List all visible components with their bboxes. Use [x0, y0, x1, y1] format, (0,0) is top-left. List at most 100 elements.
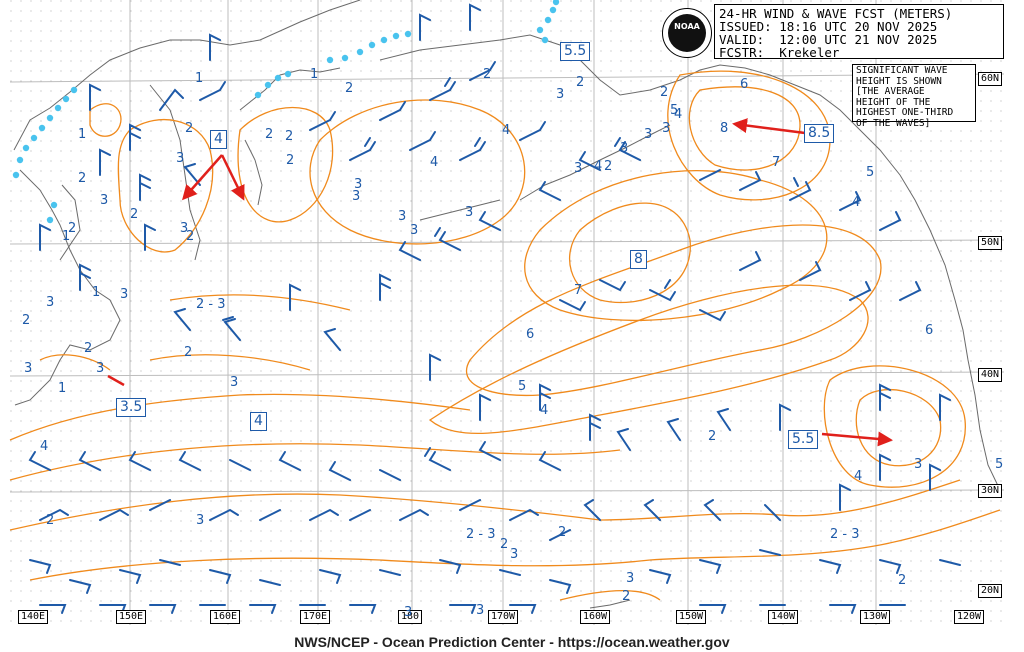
contour-label: 2 [78, 171, 87, 186]
contour-label: 2 [186, 229, 195, 244]
wind-barbs [28, 3, 961, 614]
contour-label: 2 [483, 67, 492, 82]
contour-label: 3 [120, 287, 129, 302]
contour-label: 4 [540, 403, 549, 418]
longitude-label: 150E [116, 610, 147, 624]
contour-label: 3 [398, 209, 407, 224]
contour-label: 2 [130, 207, 139, 222]
contour-label: 5 [866, 165, 875, 180]
contour-label: 3 [24, 361, 33, 376]
contour-label: 3 [644, 127, 653, 142]
contour-label: 3 [96, 361, 105, 376]
contour-label: 2 - 3 [196, 297, 226, 312]
contour-label: 3 [465, 205, 474, 220]
longitude-label: 180 [398, 610, 423, 624]
contour-label: 2 [286, 153, 295, 168]
contour-label: 3 [620, 141, 629, 156]
longitude-label: 140E [18, 610, 49, 624]
wave-contours [9, 70, 1001, 601]
max-wave-box: 4 [250, 412, 267, 431]
longitude-label: 170E [300, 610, 331, 624]
contour-label: 5 [670, 103, 679, 118]
contour-label: 2 [84, 341, 93, 356]
noaa-logo: NOAA [662, 8, 712, 58]
max-wave-box: 8.5 [804, 124, 835, 143]
contour-label: 3 [196, 513, 205, 528]
contour-label: 2 [185, 121, 194, 136]
note-line: OF THE WAVES] [856, 117, 931, 129]
contour-label: 2 [184, 345, 193, 360]
contour-label: 2 [68, 221, 77, 236]
contour-label: 3 [410, 223, 419, 238]
forecast-header: 24-HR WIND & WAVE FCST (METERS) ISSUED: 1… [714, 4, 1004, 59]
contour-label: 7 [772, 155, 781, 170]
contour-label: 2 [345, 81, 354, 96]
contour-label: 5 [995, 457, 1004, 472]
max-wave-box: 5.5 [560, 42, 591, 61]
contour-label: 4 [594, 159, 603, 174]
contour-label: 4 [674, 107, 683, 122]
note-line: HEIGHT OF THE [856, 96, 931, 108]
contour-label: 1 [78, 127, 87, 142]
contour-label: 3 [626, 571, 635, 586]
ice-edge [12, 0, 560, 224]
longitude-label: 170W [488, 610, 519, 624]
contour-label: 2 [500, 537, 509, 552]
contour-label: 1 [92, 285, 101, 300]
contour-label: 2 - 3 [830, 527, 860, 542]
coastlines [13, 0, 1001, 609]
contour-label: 6 [925, 323, 934, 338]
contour-label: 3 [404, 605, 413, 620]
contour-label: 2 [622, 589, 631, 604]
note-line: HEIGHT IS SHOWN [856, 75, 942, 87]
contour-label: 2 [22, 313, 31, 328]
contour-label: 2 [285, 129, 294, 144]
note-line: SIGNIFICANT WAVE [856, 65, 948, 76]
noaa-logo-text: NOAA [674, 22, 700, 31]
longitude-label: 160W [580, 610, 611, 624]
contour-label: 3 [176, 151, 185, 166]
contour-label: 1 [58, 381, 67, 396]
contour-label: 4 [502, 123, 511, 138]
contour-label: 3 [662, 121, 671, 136]
contour-label: 3 [476, 603, 485, 618]
longitude-label: 120W [954, 610, 985, 624]
note-line: [THE AVERAGE [856, 86, 925, 98]
note-line: HIGHEST ONE-THIRD [856, 107, 954, 119]
red-arrows [107, 118, 893, 447]
longitude-label: 140W [768, 610, 799, 624]
contour-label: 4 [40, 439, 49, 454]
max-wave-box: 4 [210, 130, 227, 149]
contour-label: 4 [430, 155, 439, 170]
latitude-label: 60N [978, 72, 1003, 86]
contour-label: 3 [510, 547, 519, 562]
max-wave-box: 8 [630, 250, 647, 269]
contour-label: 3 [556, 87, 565, 102]
contour-label: 3 [352, 189, 361, 204]
contour-label: 1 [310, 67, 319, 82]
header-valid: VALID: 12:00 UTC 21 NOV 2025 [719, 32, 938, 47]
latitude-label: 40N [978, 368, 1003, 382]
contour-label: 5 [518, 379, 527, 394]
contour-label: 2 [660, 85, 669, 100]
contour-label: 3 [100, 193, 109, 208]
longitude-label: 130W [860, 610, 891, 624]
contour-label: 4 [852, 195, 861, 210]
contour-label: 2 [898, 573, 907, 588]
contour-label: 2 [576, 75, 585, 90]
contour-label: 4 [854, 469, 863, 484]
contour-label: 8 [720, 121, 729, 136]
wave-height-note: SIGNIFICANT WAVE HEIGHT IS SHOWN [THE AVER… [852, 64, 976, 129]
contour-label: 3 [230, 375, 239, 390]
contour-label: 2 [265, 127, 274, 142]
contour-label: 2 - 3 [466, 527, 496, 542]
latitude-label: 30N [978, 484, 1003, 498]
contour-label: 2 [46, 513, 55, 528]
latitude-label: 50N [978, 236, 1003, 250]
header-title: 24-HR WIND & WAVE FCST (METERS) [719, 6, 953, 21]
contour-label: 2 [558, 525, 567, 540]
contour-label: 3 [574, 161, 583, 176]
header-forecaster: FCSTR: Krekeler [719, 45, 840, 60]
contour-label: 2 [604, 159, 613, 174]
